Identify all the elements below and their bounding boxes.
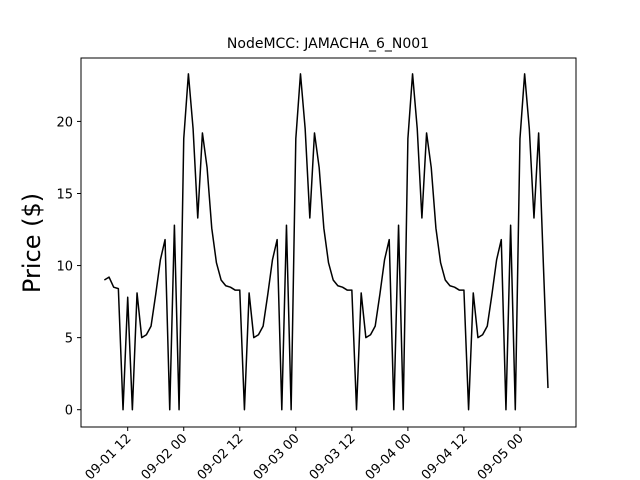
line-series [103,73,549,411]
y-tick-label: 10 [56,260,73,275]
y-tick-label: 5 [65,332,73,347]
y-tick-label: 20 [56,115,73,130]
y-tick-label: 0 [65,404,73,419]
plot-frame [80,57,577,428]
chart-title: NodeMCC: JAMACHA_6_N001 [227,36,429,52]
y-axis-label: Price ($) [18,193,46,293]
y-tick-label: 15 [56,187,73,202]
